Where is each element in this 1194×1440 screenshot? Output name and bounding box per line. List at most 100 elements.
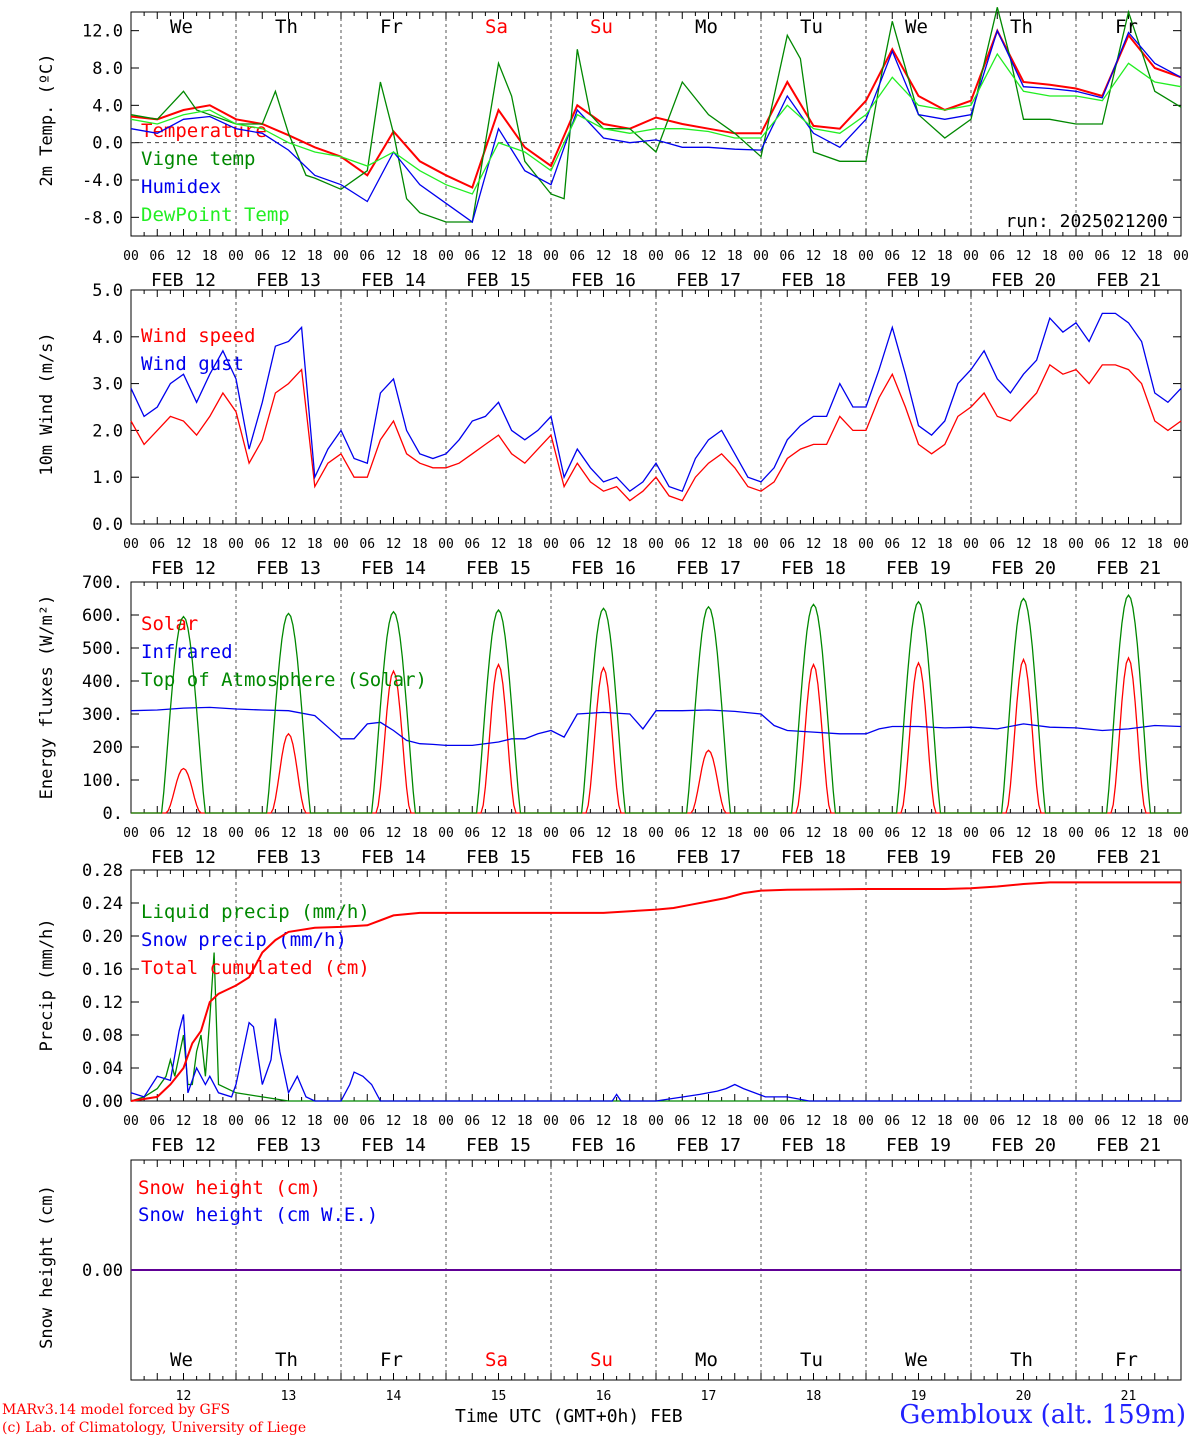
- x-date-label: FEB 21: [1096, 270, 1161, 291]
- series-line-flux-2: [131, 594, 1181, 814]
- x-date-label: FEB 15: [466, 558, 531, 579]
- y-tick-label: 0.12: [82, 993, 123, 1013]
- y-tick-label: 100.: [82, 771, 123, 791]
- x-hour-label: 06: [779, 249, 795, 264]
- series-line-wind-0: [130, 363, 1182, 502]
- x-hour-label: 18: [202, 537, 218, 552]
- x-hour-label: 12: [386, 537, 402, 552]
- x-date-label: FEB 15: [466, 847, 531, 868]
- y-tick-label: 4.0: [92, 328, 123, 348]
- x-hour-label: 18: [937, 826, 953, 841]
- x-hour-label: 12: [806, 1114, 822, 1129]
- day-number-label: 16: [596, 1389, 612, 1404]
- x-hour-label: 18: [412, 537, 428, 552]
- run-label: run: 2025021200: [1005, 211, 1168, 232]
- x-hour-label: 06: [884, 249, 900, 264]
- x-hour-label: 00: [858, 826, 874, 841]
- y-tick-label: 3.0: [92, 375, 123, 395]
- x-hour-label: 12: [386, 1114, 402, 1129]
- x-hour-label: 12: [491, 826, 507, 841]
- x-date-label: FEB 17: [676, 1135, 741, 1156]
- x-hour-label: 00: [1173, 1114, 1189, 1129]
- y-tick-label: 4.0: [92, 96, 123, 116]
- day-number-label: 13: [281, 1389, 297, 1404]
- x-hour-label: 18: [202, 249, 218, 264]
- x-hour-label: 12: [911, 1114, 927, 1129]
- x-hour-label: 06: [359, 537, 375, 552]
- x-hour-label: 12: [176, 826, 192, 841]
- x-date-label: FEB 17: [676, 847, 741, 868]
- x-hour-label: 18: [832, 249, 848, 264]
- x-hour-label: 00: [753, 1114, 769, 1129]
- y-tick-label: 0.00: [82, 1092, 123, 1112]
- y-tick-label: 0.16: [82, 960, 123, 980]
- weekday-label: Th: [275, 1349, 298, 1371]
- x-hour-label: 06: [149, 249, 165, 264]
- x-hour-label: 12: [596, 826, 612, 841]
- x-hour-label: 00: [1068, 249, 1084, 264]
- x-hour-label: 18: [1042, 537, 1058, 552]
- x-hour-label: 12: [806, 249, 822, 264]
- x-date-label: FEB 14: [361, 270, 426, 291]
- y-tick-label: 2.0: [92, 421, 123, 441]
- legend-entry: Wind speed: [141, 325, 255, 347]
- x-hour-label: 00: [333, 1114, 349, 1129]
- x-hour-label: 12: [176, 1114, 192, 1129]
- x-hour-label: 18: [412, 249, 428, 264]
- x-hour-label: 06: [464, 826, 480, 841]
- y-tick-label: 12.0: [82, 22, 123, 42]
- x-hour-label: 00: [963, 1114, 979, 1129]
- legend-entry: Wind gust: [141, 353, 244, 375]
- x-hour-label: 18: [1147, 1114, 1163, 1129]
- x-hour-label: 18: [517, 249, 533, 264]
- weekday-label: We: [170, 1349, 193, 1371]
- x-hour-label: 06: [884, 826, 900, 841]
- x-hour-label: 06: [1094, 826, 1110, 841]
- x-hour-label: 12: [1121, 249, 1137, 264]
- x-hour-label: 06: [674, 249, 690, 264]
- series-line-precip-1: [130, 1014, 1181, 1102]
- x-hour-label: 06: [1094, 1114, 1110, 1129]
- x-date-label: FEB 16: [571, 847, 636, 868]
- x-hour-label: 06: [254, 826, 270, 841]
- weekday-label: Sa: [485, 1349, 508, 1371]
- weekday-label: Su: [590, 1349, 613, 1371]
- y-tick-label: 1.0: [92, 468, 123, 488]
- x-hour-label: 00: [963, 537, 979, 552]
- x-hour-label: 00: [648, 537, 664, 552]
- legend-entry: Total cumulated (cm): [141, 957, 370, 979]
- x-date-label: FEB 12: [151, 847, 216, 868]
- x-hour-label: 00: [1068, 537, 1084, 552]
- x-hour-label: 00: [543, 1114, 559, 1129]
- x-hour-label: 12: [491, 1114, 507, 1129]
- x-hour-label: 00: [1173, 537, 1189, 552]
- x-hour-label: 18: [412, 826, 428, 841]
- y-tick-label: 300.: [82, 705, 123, 725]
- legend-entry: Humidex: [141, 176, 221, 198]
- weekday-label: Mo: [695, 1349, 718, 1371]
- x-hour-label: 06: [674, 826, 690, 841]
- x-hour-label: 18: [622, 1114, 638, 1129]
- y-tick-label: 0.04: [82, 1059, 123, 1079]
- x-date-label: FEB 21: [1096, 1135, 1161, 1156]
- x-axis-title: Time UTC (GMT+0h) FEB: [455, 1406, 683, 1427]
- x-hour-label: 12: [281, 249, 297, 264]
- weekday-label: Su: [590, 16, 613, 38]
- day-number-label: 20: [1016, 1389, 1032, 1404]
- day-number-label: 14: [386, 1389, 402, 1404]
- day-number-label: 18: [806, 1389, 822, 1404]
- day-number-label: 19: [911, 1389, 927, 1404]
- x-date-label: FEB 15: [466, 1135, 531, 1156]
- x-hour-label: 00: [1068, 1114, 1084, 1129]
- x-hour-label: 18: [517, 1114, 533, 1129]
- x-date-label: FEB 21: [1096, 847, 1161, 868]
- weekday-label: Fr: [1115, 16, 1138, 38]
- day-number-label: 21: [1121, 1389, 1137, 1404]
- x-hour-label: 18: [1147, 537, 1163, 552]
- x-date-label: FEB 13: [256, 558, 321, 579]
- x-date-label: FEB 18: [781, 558, 846, 579]
- x-hour-label: 00: [333, 249, 349, 264]
- model-credit-line-2: (c) Lab. of Climatology, University of L…: [2, 1420, 307, 1436]
- weekday-label: Fr: [1115, 1349, 1138, 1371]
- x-hour-label: 00: [963, 249, 979, 264]
